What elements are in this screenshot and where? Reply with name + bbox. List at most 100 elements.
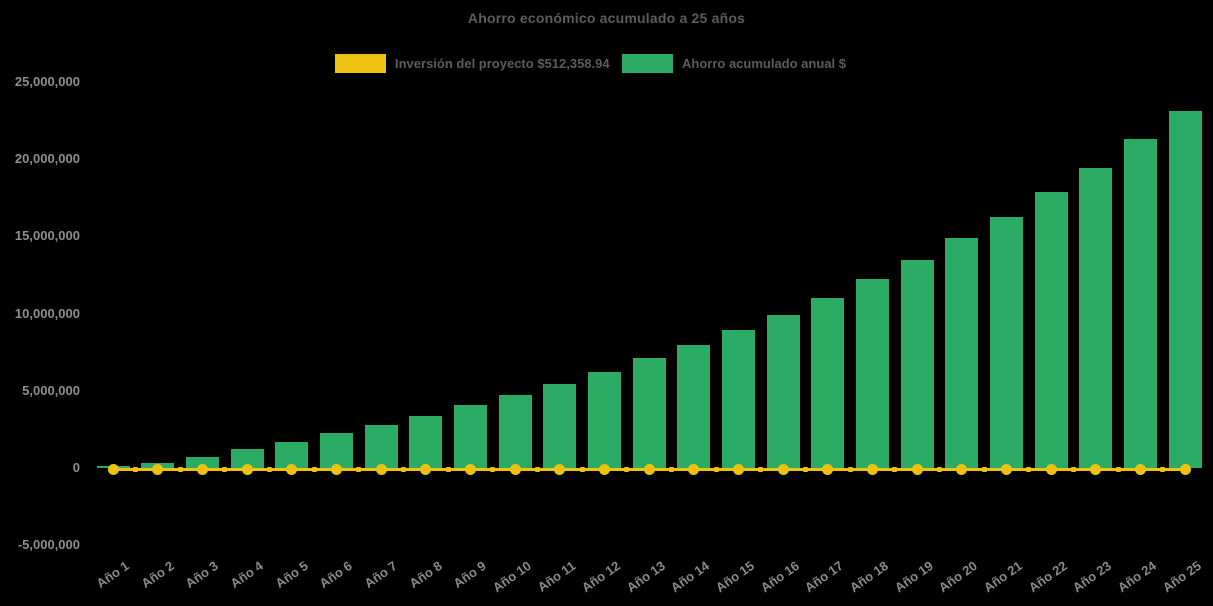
investment-line-marker — [688, 463, 700, 475]
savings-bar — [1123, 139, 1157, 468]
investment-line-marker — [330, 463, 342, 475]
savings-bar — [409, 415, 443, 468]
axis-minor-tick — [400, 466, 406, 472]
axis-minor-tick — [490, 466, 496, 472]
y-axis-tick-label: 15,000,000 — [14, 228, 80, 244]
investment-line-marker — [1045, 463, 1057, 475]
axis-minor-tick — [1026, 466, 1032, 472]
x-axis-label: Año 3 — [182, 558, 221, 592]
investment-line-marker — [509, 463, 521, 475]
axis-minor-tick — [713, 466, 719, 472]
y-axis-tick-label: 5,000,000 — [22, 382, 80, 398]
savings-bar — [989, 216, 1023, 468]
investment-line-marker — [420, 463, 432, 475]
axis-minor-tick — [758, 466, 764, 472]
savings-bar — [677, 345, 711, 468]
axis-minor-tick — [445, 466, 451, 472]
savings-bar — [453, 405, 487, 468]
savings-bar — [632, 358, 666, 468]
x-axis-label: Año 1 — [93, 558, 132, 592]
y-axis-tick-label: 0 — [72, 460, 80, 475]
axis-minor-tick — [534, 466, 540, 472]
chart-title: Ahorro económico acumulado a 25 años — [467, 10, 746, 26]
x-axis-label: Año 11 — [534, 558, 579, 595]
investment-line-marker — [956, 463, 968, 475]
investment-line-marker — [598, 463, 610, 475]
savings-bar — [855, 278, 889, 468]
savings-legend-swatch — [622, 53, 673, 73]
axis-minor-tick — [847, 466, 853, 472]
investment-line-marker — [777, 463, 789, 475]
investment-line-marker — [375, 463, 387, 475]
savings-bar — [185, 457, 219, 468]
savings-bar — [319, 432, 353, 468]
x-axis-label: Año 12 — [578, 558, 623, 596]
x-axis-label: Año 22 — [1025, 558, 1070, 596]
axis-minor-tick — [936, 466, 942, 472]
savings-bar — [811, 297, 845, 468]
x-axis-label: Año 5 — [272, 558, 311, 592]
investment-line-marker — [241, 463, 253, 475]
x-axis-label: Año 16 — [757, 558, 802, 596]
axis-minor-tick — [356, 466, 362, 472]
axis-minor-tick — [579, 466, 585, 472]
savings-bar — [230, 449, 264, 468]
investment-line-marker — [1179, 463, 1191, 475]
axis-minor-tick — [981, 466, 987, 472]
axis-minor-tick — [802, 466, 808, 472]
axis-minor-tick — [132, 466, 138, 472]
investment-line-marker — [911, 463, 923, 475]
investment-legend-swatch — [335, 53, 386, 73]
axis-minor-tick — [892, 466, 898, 472]
investment-line-marker — [643, 463, 655, 475]
x-axis-label: Año 15 — [712, 558, 757, 596]
axis-minor-tick — [1070, 466, 1076, 472]
savings-bar — [900, 259, 934, 468]
savings-bar — [364, 425, 398, 468]
x-axis-label: Año 6 — [316, 558, 355, 592]
savings-bar — [1079, 167, 1113, 468]
investment-line-marker — [464, 463, 476, 475]
y-axis-tick-label: -5,000,000 — [17, 537, 80, 553]
investment-line-marker — [196, 463, 208, 475]
x-axis-label: Año 19 — [891, 558, 936, 596]
axis-minor-tick — [1115, 466, 1121, 472]
x-axis-label: Año 24 — [1114, 558, 1159, 596]
investment-line-marker — [152, 463, 164, 475]
x-axis-label: Año 7 — [361, 558, 400, 592]
x-axis-label: Año 10 — [489, 558, 534, 596]
x-axis-label: Año 25 — [1159, 558, 1204, 596]
investment-line-marker — [286, 463, 298, 475]
investment-line-marker — [866, 463, 878, 475]
x-axis-label: Año 14 — [668, 558, 713, 596]
x-axis-label: Año 8 — [406, 558, 445, 592]
axis-minor-tick — [177, 466, 183, 472]
savings-bar — [498, 395, 532, 468]
x-axis-label: Año 21 — [980, 558, 1025, 596]
savings-bar — [587, 371, 621, 468]
axis-minor-tick — [311, 466, 317, 472]
investment-line-marker — [1000, 463, 1012, 475]
x-axis-label: Año 2 — [138, 558, 177, 592]
savings-bar — [1034, 192, 1068, 468]
savings-bar — [766, 315, 800, 468]
axis-minor-tick — [624, 466, 630, 472]
x-axis-label: Año 13 — [623, 558, 668, 596]
y-axis-tick-label: 10,000,000 — [14, 305, 80, 321]
investment-legend-label: Inversión del proyecto $512,358.94 — [395, 55, 610, 71]
x-axis-label: Año 20 — [936, 558, 981, 596]
investment-line-marker — [732, 463, 744, 475]
x-axis-label: Año 17 — [802, 558, 847, 596]
investment-line-marker — [554, 463, 566, 475]
axis-minor-tick — [222, 466, 228, 472]
y-axis-tick-label: 25,000,000 — [14, 74, 80, 89]
x-axis-label: Año 9 — [450, 558, 489, 592]
savings-bar — [945, 238, 979, 468]
investment-line-marker — [107, 463, 119, 475]
x-axis-label: Año 4 — [227, 558, 266, 592]
y-axis-tick-label: 20,000,000 — [14, 151, 80, 167]
investment-line-marker — [1134, 463, 1146, 475]
savings-legend-label: Ahorro acumulado anual $ — [682, 55, 846, 71]
savings-bar — [1168, 111, 1202, 468]
